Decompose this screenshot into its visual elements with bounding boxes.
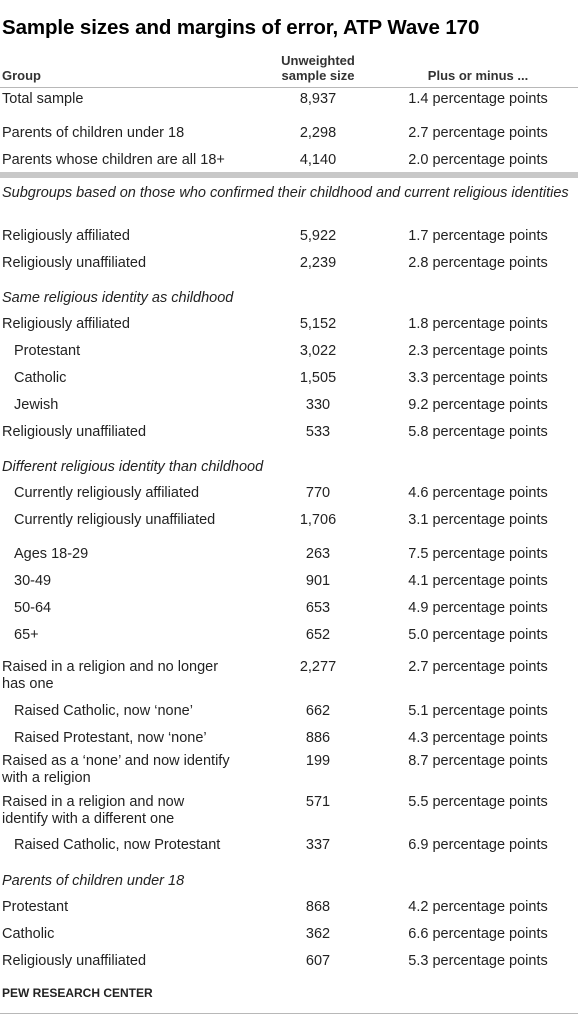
row-group: Raised in a religion and now identify wi… [2,794,184,828]
row-margin-of-error: 4.2 percentage points [408,899,548,915]
row-margin-of-error: 4.9 percentage points [408,600,548,616]
row-group: Raised Protestant, now ‘none’ [14,730,207,746]
row-margin-of-error: 9.2 percentage points [408,397,548,413]
column-header-sample-size: Unweighted sample size [258,53,378,83]
row-margin-of-error: 7.5 percentage points [408,546,548,562]
row-sample-size: 901 [305,573,331,589]
row-sample-size: 8,937 [299,91,337,107]
row-margin-of-error: 2.7 percentage points [408,125,548,141]
row-group-line2: has one [2,676,54,692]
row-group: Currently religiously affiliated [14,485,200,501]
row-sample-size: 337 [305,837,331,853]
bottom-divider [0,1013,578,1014]
section-heading-parents: Parents of children under 18 [2,873,185,889]
section-heading-different-identity: Different religious identity than childh… [2,459,264,475]
row-group: Raised in a religion and no longer has o… [2,659,218,693]
row-group: Protestant [14,343,81,359]
row-group: Jewish [14,397,59,413]
row-group: 50-64 [14,600,52,616]
row-margin-of-error: 5.5 percentage points [408,794,548,810]
source-footer: PEW RESEARCH CENTER [2,986,153,1000]
row-group: Raised Catholic, now ‘none’ [14,703,193,719]
row-sample-size: 607 [305,953,331,969]
row-margin-of-error: 6.6 percentage points [408,926,548,942]
section-divider [0,172,578,178]
row-sample-size: 1,706 [299,512,337,528]
row-sample-size: 653 [305,600,331,616]
section-heading-same-identity: Same religious identity as childhood [2,290,234,306]
row-margin-of-error: 4.1 percentage points [408,573,548,589]
row-group: Religiously unaffiliated [2,424,147,440]
row-group-line1: Raised in a religion and now [2,794,185,810]
subgroups-note: Subgroups based on those who confirmed t… [2,185,569,201]
row-margin-of-error: 5.3 percentage points [408,953,548,969]
row-group: Catholic [14,370,67,386]
row-group: 65+ [14,627,39,643]
row-group: Protestant [2,899,69,915]
row-margin-of-error: 2.0 percentage points [408,152,548,168]
row-sample-size: 533 [305,424,331,440]
row-sample-size: 2,239 [299,255,337,271]
row-group: Religiously unaffiliated [2,255,147,271]
row-group: Raised Catholic, now Protestant [14,837,221,853]
row-margin-of-error: 1.8 percentage points [408,316,548,332]
row-group-line1: Raised as a ‘none’ and now identify [2,753,230,769]
row-margin-of-error: 6.9 percentage points [408,837,548,853]
header-divider [0,87,578,88]
row-group: Religiously affiliated [2,228,130,244]
row-sample-size: 4,140 [299,152,337,168]
row-sample-size: 571 [305,794,331,810]
row-sample-size: 886 [305,730,331,746]
column-header-sample-size-line2: sample size [281,68,355,83]
row-margin-of-error: 2.7 percentage points [408,659,548,675]
row-sample-size: 199 [305,753,331,769]
row-margin-of-error: 2.3 percentage points [408,343,548,359]
row-sample-size: 5,922 [299,228,337,244]
row-sample-size: 1,505 [299,370,337,386]
row-sample-size: 5,152 [299,316,337,332]
row-sample-size: 868 [305,899,331,915]
row-group: Religiously unaffiliated [2,953,147,969]
row-sample-size: 2,298 [299,125,337,141]
row-group: Parents whose children are all 18+ [2,152,225,168]
column-header-margin-of-error: Plus or minus ... [427,68,529,83]
row-sample-size: 770 [305,485,331,501]
column-header-sample-size-line1: Unweighted [281,53,355,68]
row-margin-of-error: 2.8 percentage points [408,255,548,271]
row-group: Catholic [2,926,55,942]
row-margin-of-error: 4.3 percentage points [408,730,548,746]
row-group-line1: Raised in a religion and no longer [2,659,219,675]
row-margin-of-error: 5.1 percentage points [408,703,548,719]
row-sample-size: 263 [305,546,331,562]
row-margin-of-error: 5.8 percentage points [408,424,548,440]
row-group-line2: with a religion [2,770,91,786]
row-group: Currently religiously unaffiliated [14,512,216,528]
row-margin-of-error: 8.7 percentage points [408,753,548,769]
column-header-group: Group [2,68,41,83]
row-group: Religiously affiliated [2,316,130,332]
row-sample-size: 662 [305,703,331,719]
row-group-line2: identify with a different one [2,811,175,827]
row-margin-of-error: 5.0 percentage points [408,627,548,643]
row-group: Total sample [2,91,84,107]
row-group: 30-49 [14,573,52,589]
row-sample-size: 362 [305,926,331,942]
row-margin-of-error: 3.3 percentage points [408,370,548,386]
row-sample-size: 330 [305,397,331,413]
row-group: Raised as a ‘none’ and now identify with… [2,753,230,787]
row-margin-of-error: 1.4 percentage points [408,91,548,107]
row-sample-size: 2,277 [299,659,337,675]
row-margin-of-error: 4.6 percentage points [408,485,548,501]
row-sample-size: 652 [305,627,331,643]
row-group: Ages 18-29 [14,546,89,562]
row-margin-of-error: 1.7 percentage points [408,228,548,244]
table-title: Sample sizes and margins of error, ATP W… [2,16,480,39]
row-margin-of-error: 3.1 percentage points [408,512,548,528]
row-group: Parents of children under 18 [2,125,185,141]
row-sample-size: 3,022 [299,343,337,359]
